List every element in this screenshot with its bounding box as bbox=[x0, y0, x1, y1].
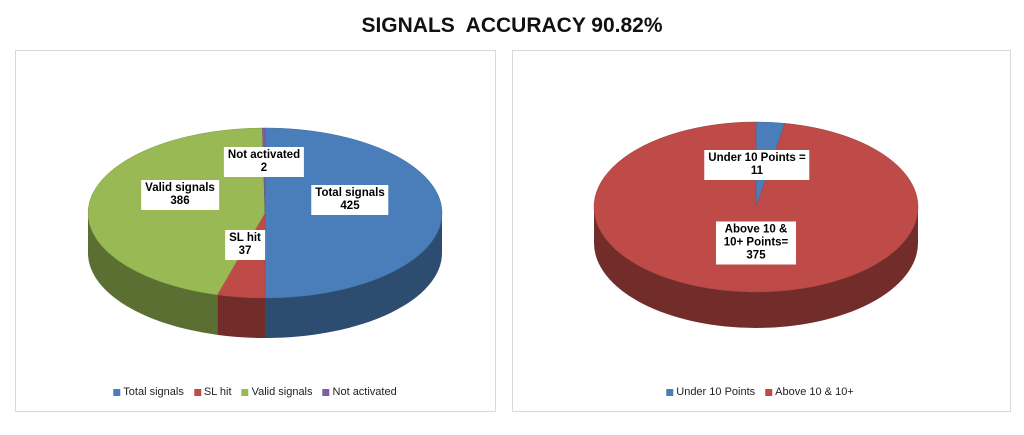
legend-item: SL hit bbox=[193, 386, 232, 398]
data-label-name: SL hit bbox=[229, 232, 261, 244]
legend-item: Total signals bbox=[113, 386, 184, 398]
data-label-name: Under 10 Points = bbox=[708, 152, 806, 164]
data-label-name: Not activated bbox=[227, 149, 301, 161]
data-label-value: 11 bbox=[750, 165, 764, 177]
data-label-name: Above 10 & 10+ Points= bbox=[723, 223, 789, 249]
data-label-value: 386 bbox=[170, 195, 190, 207]
pie-slice-side bbox=[217, 294, 265, 338]
chart-panel bbox=[512, 50, 1011, 412]
legend-item: Above 10 & 10+ bbox=[765, 386, 854, 398]
pie-slice-side bbox=[594, 207, 918, 328]
legend-label: Not activated bbox=[332, 386, 397, 398]
pie-slice-side bbox=[88, 213, 218, 335]
legend-swatch bbox=[666, 388, 674, 396]
legend-swatch bbox=[193, 388, 201, 396]
data-label: Total signals 425 bbox=[311, 185, 389, 215]
legend: Total signals SL hit Valid signals Not acti… bbox=[113, 386, 397, 398]
legend: Under 10 Points Above 10 & 10+ bbox=[666, 386, 854, 398]
legend-item: Valid signals bbox=[241, 386, 313, 398]
data-label-value: 425 bbox=[340, 200, 360, 212]
legend-label: Above 10 & 10+ bbox=[775, 386, 854, 398]
legend-label: SL hit bbox=[203, 386, 232, 398]
data-label-value: 375 bbox=[746, 249, 766, 262]
legend-item: Under 10 Points bbox=[666, 386, 755, 398]
legend-item: Not activated bbox=[322, 386, 397, 398]
legend-swatch bbox=[322, 388, 330, 396]
legend-label: Total signals bbox=[123, 386, 184, 398]
data-label: Under 10 Points = 11 bbox=[704, 150, 810, 180]
data-label: Valid signals 386 bbox=[141, 180, 219, 210]
data-label-value: 2 bbox=[260, 162, 268, 174]
legend-label: Valid signals bbox=[251, 386, 313, 398]
legend-swatch bbox=[113, 388, 121, 396]
data-label-name: Total signals bbox=[315, 187, 385, 199]
data-label-value: 37 bbox=[238, 245, 252, 257]
data-label: Above 10 & 10+ Points= 375 bbox=[716, 221, 796, 265]
data-label: SL hit 37 bbox=[225, 230, 265, 260]
pie-slice-side bbox=[265, 213, 442, 338]
pie-slice bbox=[593, 121, 919, 293]
legend-swatch bbox=[241, 388, 249, 396]
data-label: Not activated 2 bbox=[223, 147, 305, 177]
page-title: SIGNALS ACCURACY 90.82% bbox=[361, 14, 663, 37]
pie-slice bbox=[87, 127, 266, 296]
legend-label: Under 10 Points bbox=[676, 386, 756, 398]
legend-swatch bbox=[765, 388, 773, 396]
chart-panel bbox=[15, 50, 496, 412]
data-label-name: Valid signals bbox=[145, 182, 215, 194]
